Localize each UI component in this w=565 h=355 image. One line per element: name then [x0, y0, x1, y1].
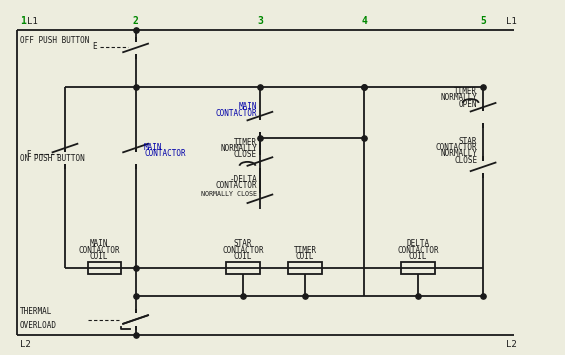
- Text: COIL: COIL: [296, 252, 314, 261]
- Text: MAIN: MAIN: [238, 102, 257, 111]
- Text: TIMER: TIMER: [454, 87, 477, 96]
- Text: DELTA: DELTA: [407, 240, 429, 248]
- Text: CONTACTOR: CONTACTOR: [222, 246, 264, 255]
- Text: STAR: STAR: [234, 240, 252, 248]
- Text: NORMALLY: NORMALLY: [441, 93, 477, 102]
- Text: CONTACTOR: CONTACTOR: [215, 181, 257, 190]
- Text: L1: L1: [27, 17, 38, 26]
- Text: NORMALLY: NORMALLY: [220, 144, 257, 153]
- Text: OVERLOAD: OVERLOAD: [20, 321, 56, 330]
- Text: L1: L1: [506, 17, 517, 26]
- Text: CONTACTOR: CONTACTOR: [397, 246, 439, 255]
- Text: CONTACTOR: CONTACTOR: [436, 143, 477, 152]
- Text: COIL: COIL: [234, 252, 252, 261]
- Text: CONTACTOR: CONTACTOR: [78, 246, 120, 255]
- Text: 1: 1: [20, 16, 25, 26]
- Text: COIL: COIL: [90, 252, 108, 261]
- Text: E: E: [93, 42, 97, 51]
- Text: E: E: [27, 150, 31, 159]
- Text: 4: 4: [362, 16, 367, 26]
- Text: ON PUSH BUTTON: ON PUSH BUTTON: [20, 154, 85, 163]
- Bar: [226, 262, 260, 274]
- Bar: [401, 262, 435, 274]
- Bar: [288, 262, 322, 274]
- Text: L2: L2: [506, 340, 517, 349]
- Text: 2: 2: [133, 16, 138, 26]
- Bar: [88, 262, 121, 274]
- Text: CLOSE: CLOSE: [234, 151, 257, 159]
- Text: TIMER: TIMER: [294, 246, 316, 255]
- Text: CONTACTOR: CONTACTOR: [215, 109, 257, 118]
- Text: OFF PUSH BUTTON: OFF PUSH BUTTON: [20, 36, 89, 45]
- Text: THERMAL: THERMAL: [20, 307, 52, 316]
- Text: NORMALLY CLOSE: NORMALLY CLOSE: [201, 191, 257, 197]
- Text: CLOSE: CLOSE: [454, 156, 477, 165]
- Text: MAIN: MAIN: [144, 143, 163, 152]
- Text: 3: 3: [257, 16, 263, 26]
- Text: -DELTA: -DELTA: [229, 175, 257, 184]
- Text: STAR: STAR: [459, 137, 477, 146]
- Text: OPEN: OPEN: [459, 100, 477, 109]
- Text: L2: L2: [20, 340, 31, 349]
- Text: COIL: COIL: [409, 252, 427, 261]
- Text: MAIN: MAIN: [90, 240, 108, 248]
- Text: NORMALLY: NORMALLY: [441, 149, 477, 158]
- Text: TIMER: TIMER: [234, 138, 257, 147]
- Text: CONTACTOR: CONTACTOR: [144, 149, 186, 158]
- Text: 5: 5: [480, 16, 486, 26]
